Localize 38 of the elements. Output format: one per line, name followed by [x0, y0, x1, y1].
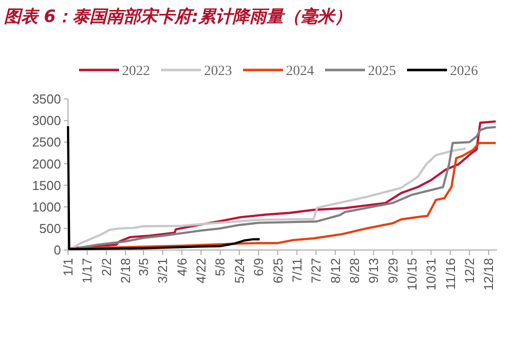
x-tick-label: 6/25: [270, 258, 286, 284]
x-tick-label: 9/13: [366, 258, 382, 284]
x-tick-label: 2/2: [98, 258, 114, 276]
y-tick-label: 2500: [32, 134, 61, 150]
x-tick-label: 6/9: [251, 258, 266, 276]
x-tick-label: 1/1: [60, 258, 76, 276]
legend-label: 2023: [204, 64, 232, 79]
chart-title: 图表 6：泰国南部宋卡府:累计降雨量（毫米）: [4, 6, 352, 27]
x-tick-label: 10/31: [424, 258, 439, 291]
x-tick-label: 5/8: [212, 258, 228, 276]
legend-label: 2024: [286, 64, 314, 79]
x-tick-label: 3/5: [136, 258, 152, 276]
y-tick-label: 3000: [32, 113, 61, 128]
x-tick-label: 12/18: [481, 258, 496, 291]
y-tick-label: 1500: [32, 178, 61, 193]
y-tick-label: 500: [39, 220, 61, 236]
legend-label: 2026: [450, 64, 478, 79]
y-tick-label: 3500: [32, 92, 61, 107]
x-tick-label: 4/22: [194, 258, 209, 284]
line-series: [66, 125, 261, 250]
x-tick-label: 7/11: [289, 258, 304, 282]
x-tick-label: 1/17: [80, 258, 95, 284]
x-tick-label: 5/24: [232, 258, 247, 284]
x-tick-label: 3/21: [155, 258, 170, 284]
y-tick-label: 1000: [32, 199, 61, 214]
legend-label: 2022: [122, 64, 150, 79]
x-tick-label: 7/27: [308, 258, 324, 284]
y-tick-label: 0: [54, 242, 61, 258]
x-tick-label: 11/16: [442, 258, 458, 290]
x-tick-label: 2/18: [118, 258, 134, 284]
x-tick-label: 12/2: [462, 258, 477, 284]
x-tick-label: 10/15: [404, 258, 420, 291]
x-tick-label: 9/29: [385, 258, 400, 284]
x-tick-label: 8/28: [346, 258, 362, 284]
x-tick-label: 8/12: [328, 258, 343, 284]
legend-label: 2025: [368, 64, 396, 79]
y-tick-label: 2000: [32, 156, 61, 172]
x-tick-label: 4/6: [174, 258, 190, 276]
